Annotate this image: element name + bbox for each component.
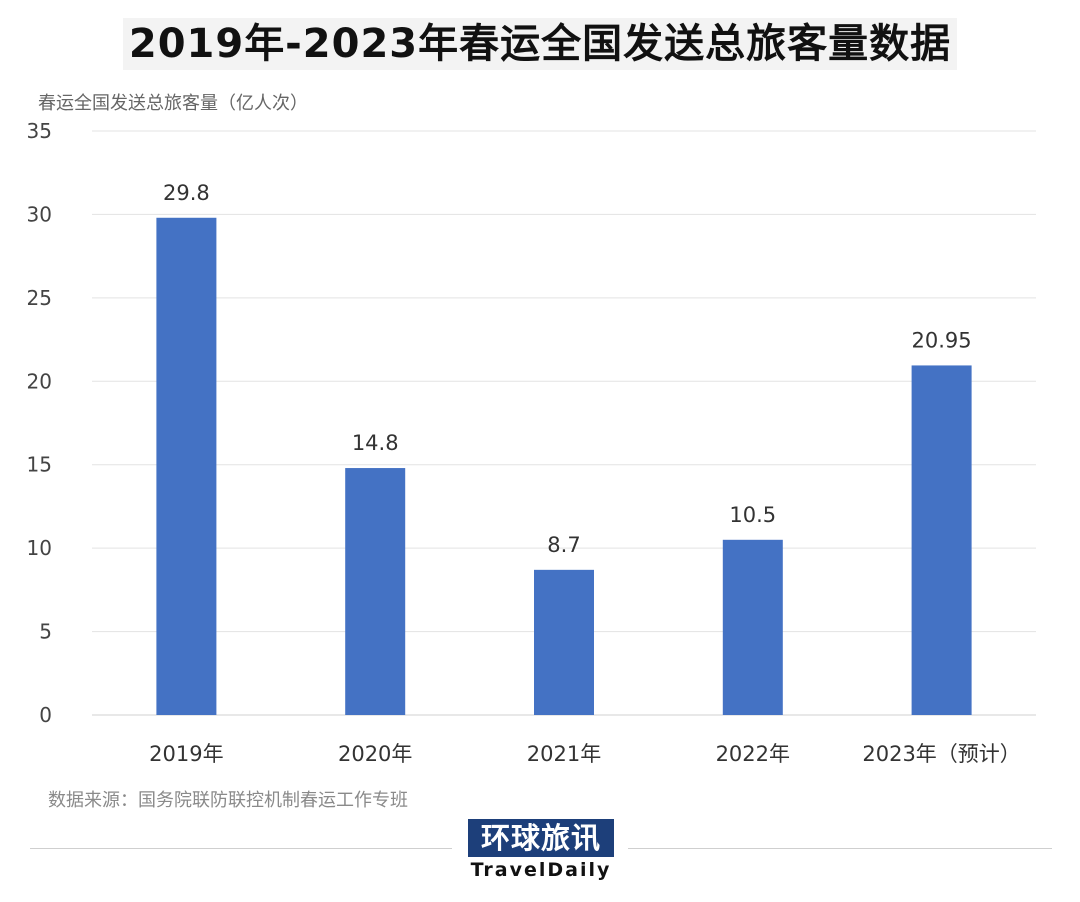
x-tick-label: 2020年 <box>338 742 412 766</box>
data-label: 8.7 <box>547 533 580 557</box>
y-tick-label: 5 <box>39 620 52 644</box>
data-label: 10.5 <box>729 503 776 527</box>
y-tick-label: 35 <box>27 119 52 143</box>
bar <box>911 365 972 715</box>
footer-rule-left <box>30 848 452 849</box>
bar-chart: 0 5 10 15 20 25 30 35 29.8 2019年 14.8 2020年 8.7 2021年… <box>27 119 1036 766</box>
chart-title: 2019年-2023年春运全国发送总旅客量数据 <box>0 18 1080 70</box>
data-label: 20.95 <box>912 328 972 352</box>
bar <box>345 468 406 715</box>
traveldaily-logo-cn: 环球旅讯 <box>468 819 614 857</box>
traveldaily-logo-en: TravelDaily <box>470 859 612 881</box>
y-tick-label: 25 <box>27 286 52 310</box>
y-tick-label: 10 <box>27 536 52 560</box>
y-axis-label: 春运全国发送总旅客量（亿人次） <box>38 93 308 114</box>
y-tick-label: 20 <box>27 369 52 393</box>
data-label: 29.8 <box>163 181 210 205</box>
x-tick-label: 2021年 <box>527 742 601 766</box>
y-tick-label: 30 <box>27 202 52 226</box>
chart-title-text: 2019年-2023年春运全国发送总旅客量数据 <box>122 18 958 70</box>
y-tick-label: 0 <box>39 703 52 727</box>
x-tick-label: 2022年 <box>716 742 790 766</box>
y-tick-label: 15 <box>27 453 52 477</box>
bar <box>156 217 217 715</box>
x-tick-label: 2019年 <box>149 742 223 766</box>
footer-rule-right <box>628 848 1052 849</box>
bar <box>722 539 783 715</box>
data-label: 14.8 <box>352 431 399 455</box>
bar <box>534 569 594 715</box>
x-tick-label: 2023年（预计） <box>862 742 1020 766</box>
data-source-note: 数据来源：国务院联防联控机制春运工作专班 <box>48 790 408 811</box>
